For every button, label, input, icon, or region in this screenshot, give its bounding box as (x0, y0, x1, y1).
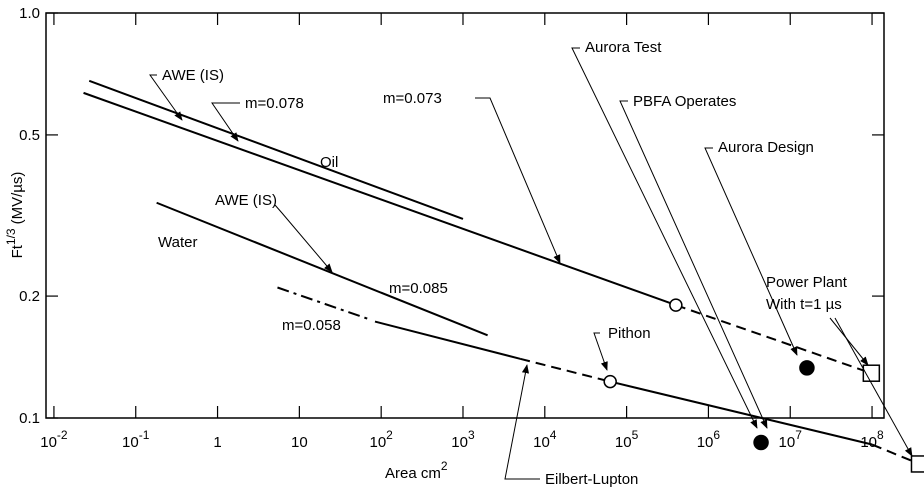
annotation: Water (158, 234, 197, 251)
leader-arrow (834, 317, 913, 457)
x-tick-label: 105 (615, 428, 639, 451)
annotation: Oil (320, 154, 338, 171)
plot-frame (45, 12, 885, 419)
y-tick-label: 1.0 (19, 5, 40, 22)
x-tick-base: 10 (697, 434, 714, 451)
x-tick-label: 107 (779, 428, 803, 451)
annotation: Pithon (608, 325, 651, 342)
y-tick-label: 0.2 (19, 288, 40, 305)
series-line (88, 79, 464, 220)
x-tick-base: 10 (533, 434, 550, 451)
x-tick-sup: -2 (57, 428, 68, 442)
x-tick-label: 1 (213, 434, 221, 451)
series-line (609, 380, 873, 446)
x-tick-sup: 6 (713, 428, 720, 442)
x-tick-sup: 4 (550, 428, 557, 442)
x-tick-label: 10-1 (122, 428, 150, 451)
x-tick-label: 102 (369, 428, 393, 451)
y-tick-label: 0.1 (19, 410, 40, 427)
series-line (374, 320, 521, 360)
annotation: m=0.073 (383, 90, 442, 107)
y-label-unit: (MV/µs) (9, 172, 26, 225)
leader-arrow (274, 204, 333, 273)
marker-circle (669, 298, 683, 312)
x-tick-base: 10 (615, 434, 632, 451)
x-tick-base: 10 (40, 434, 57, 451)
x-tick-label: 104 (533, 428, 557, 451)
x-label-base: Area cm (385, 465, 441, 482)
marker-circle (799, 360, 815, 376)
leader-arrow (571, 47, 758, 429)
x-tick-label: 10 (291, 434, 308, 451)
annotation: m=0.078 (245, 95, 304, 112)
x-tick-label: 10-2 (40, 428, 68, 451)
x-tick-base: 10 (291, 434, 308, 451)
series-line (83, 91, 677, 307)
x-tick-base: 10 (122, 434, 139, 451)
leader-arrow (829, 317, 869, 366)
leader-arrow (149, 74, 183, 121)
annotation: With t=1 µs (766, 296, 842, 313)
marker-square (862, 364, 881, 382)
x-tick-sup: 7 (795, 428, 802, 442)
x-tick-sup: -1 (139, 428, 150, 442)
x-tick-base: 10 (860, 434, 877, 451)
series-line (156, 201, 488, 337)
leader-arrow (504, 364, 540, 480)
annotation: Power Plant (766, 274, 848, 291)
x-tick-label: 103 (451, 428, 475, 451)
annotation: m=0.058 (282, 317, 341, 334)
series-line (519, 357, 611, 383)
marker-circle (603, 374, 617, 389)
x-tick-sup: 8 (877, 428, 884, 442)
y-label-sup: 1/3 (4, 228, 18, 245)
marker-square (910, 455, 924, 473)
annotation: AWE (IS) (162, 67, 224, 84)
series-line (675, 304, 872, 375)
annotation: AWE (IS) (215, 192, 277, 209)
leader-arrow (619, 100, 768, 429)
annotation: PBFA Operates (633, 93, 736, 110)
series-line (277, 286, 371, 321)
leader-arrow (704, 147, 798, 356)
leader-arrow (211, 102, 240, 142)
x-label-sup: 2 (441, 459, 448, 473)
x-tick-base: 10 (451, 434, 468, 451)
x-axis-label: Area cm2 (385, 459, 448, 482)
y-axis-label: Ft1/3 (MV/µs) (4, 172, 26, 259)
y-label-base: Ft (9, 244, 26, 258)
x-tick-base: 1 (213, 434, 221, 451)
annotation: Aurora Design (718, 139, 814, 156)
x-tick-label: 106 (697, 428, 721, 451)
x-tick-sup: 2 (386, 428, 393, 442)
y-tick-label: 0.5 (19, 127, 40, 144)
annotation: m=0.085 (389, 280, 448, 297)
x-tick-label: 108 (860, 428, 884, 451)
x-tick-base: 10 (369, 434, 386, 451)
x-tick-sup: 3 (468, 428, 475, 442)
annotation: Aurora Test (585, 39, 662, 56)
series-line (871, 443, 920, 465)
x-tick-base: 10 (779, 434, 796, 451)
leader-arrow (475, 97, 561, 264)
x-tick-sup: 5 (632, 428, 639, 442)
annotation: Eilbert-Lupton (545, 471, 638, 488)
marker-circle (753, 434, 769, 451)
leader-arrow (593, 332, 608, 371)
